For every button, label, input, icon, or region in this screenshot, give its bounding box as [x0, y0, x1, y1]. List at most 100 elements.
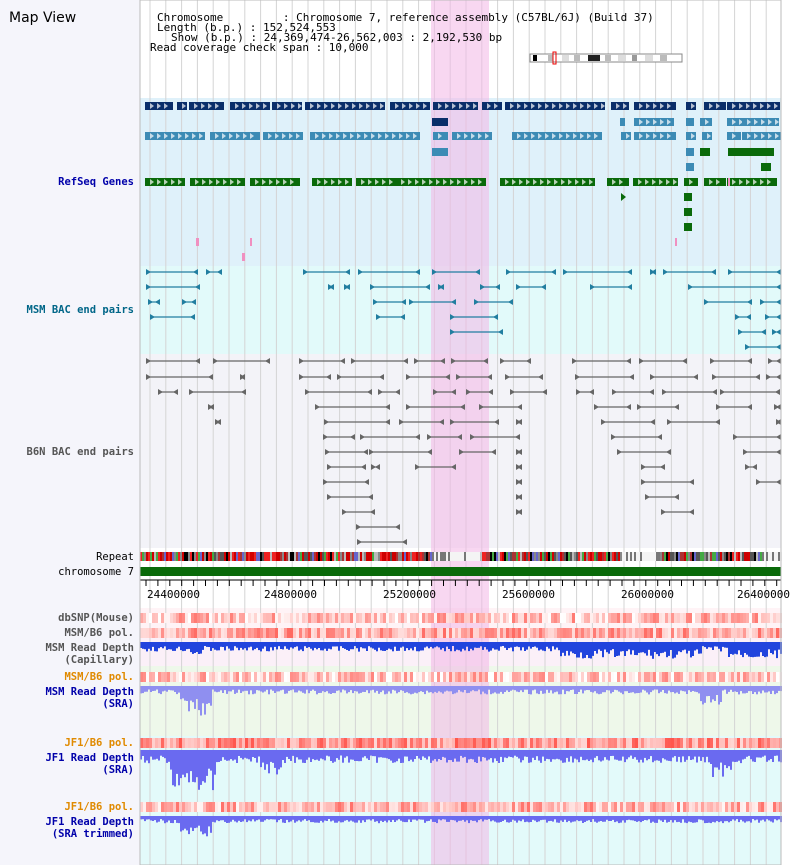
jf1-sra-depth-bar: [698, 750, 700, 757]
jf1-trim-depth-bar: [498, 816, 500, 823]
msm-pol-cell: [602, 672, 605, 682]
track-label-jf1-b6-pol-1[interactable]: JF1/B6 pol.: [64, 737, 134, 749]
dbsnp-cell: [713, 613, 716, 623]
jf1-pol-cell: [557, 738, 560, 748]
b6n-bac-pair-end: [363, 449, 368, 455]
jf1-pol-cell: [443, 802, 446, 812]
msm-pol-cell: [659, 672, 662, 682]
gene-arrow: [422, 179, 426, 185]
track-label-msm-bac[interactable]: MSM BAC end pairs: [26, 304, 134, 316]
track-label-msm-b6-pol-1[interactable]: MSM/B6 pol.: [64, 627, 134, 639]
msm-cap-depth-bar: [342, 642, 344, 648]
track-label-msm-depth-sra[interactable]: MSM Read Depth (SRA): [45, 686, 134, 710]
jf1-trim-depth-bar: [364, 816, 366, 823]
msm-sra-depth-bar: [228, 686, 230, 692]
repeat-segment: [500, 552, 502, 561]
jf1-sra-depth-bar: [184, 750, 186, 778]
repeat-segment: [274, 552, 276, 561]
b6n-bac-pair-end: [327, 494, 332, 500]
track-label-msm-depth-capillary[interactable]: MSM Read Depth (Capillary): [45, 642, 134, 666]
msm-pol-cell: [308, 672, 311, 682]
msm-sra-depth-bar: [338, 686, 340, 691]
jf1-pol-cell: [419, 738, 422, 748]
msm-pol-cell: [200, 628, 203, 638]
repeat-segment: [512, 552, 514, 561]
dbsnp-cell: [287, 613, 290, 623]
msm-cap-depth-bar: [724, 642, 726, 648]
b6n-bac-pair-end: [378, 389, 383, 395]
msm-sra-depth-bar: [646, 686, 648, 693]
msm-pol-cell: [755, 672, 758, 682]
jf1-pol-cell: [338, 802, 341, 812]
msm-cap-depth-bar: [550, 642, 552, 652]
gene-arrow: [242, 103, 246, 109]
jf1-sra-depth-bar: [198, 750, 200, 790]
jf1-sra-depth-bar: [644, 750, 646, 758]
track-label-b6n-bac[interactable]: B6N BAC end pairs: [26, 446, 134, 458]
jf1-pol-cell: [581, 738, 584, 748]
jf1-pol-cell: [548, 738, 551, 748]
jf1-sra-depth-bar: [728, 750, 730, 767]
jf1-trim-depth-bar: [248, 816, 250, 821]
msm-sra-depth-bar: [700, 686, 702, 702]
jf1-pol-cell: [683, 738, 686, 748]
jf1-trim-depth-bar: [206, 816, 208, 837]
repeat-segment: [678, 552, 680, 561]
jf1-pol-cell: [251, 802, 254, 812]
jf1-sra-depth-bar: [220, 750, 222, 761]
b6n-bac-pair-end: [660, 464, 665, 470]
msm-pol-cell: [665, 672, 668, 682]
msm-pol-cell: [452, 672, 455, 682]
track-label-jf1-depth-sra[interactable]: JF1 Read Depth (SRA): [45, 752, 134, 776]
repeat-segment: [262, 552, 264, 561]
gene-arrow: [732, 103, 736, 109]
msm-sra-depth-bar: [170, 686, 172, 691]
track-label-dbsnp[interactable]: dbSNP(Mouse): [58, 612, 134, 624]
jf1-trim-depth-bar: [194, 816, 196, 829]
msm-sra-depth-bar: [490, 686, 492, 695]
gene-arrow: [343, 133, 347, 139]
msm-pol-cell: [254, 672, 257, 682]
dbsnp-cell: [371, 613, 374, 623]
msm-cap-depth-bar: [180, 642, 182, 651]
msm-pol-cell: [422, 672, 425, 682]
track-label-msm-b6-pol-2[interactable]: MSM/B6 pol.: [64, 671, 134, 683]
gene-arrow: [283, 179, 287, 185]
msm-cap-depth-bar: [774, 642, 776, 651]
jf1-pol-cell: [176, 738, 179, 748]
jf1-sra-depth-bar: [158, 750, 160, 761]
gene-green: [607, 178, 629, 186]
jf1-pol-cell: [734, 802, 737, 812]
jf1-pol-cell: [302, 738, 305, 748]
msm-sra-depth-bar: [460, 686, 462, 692]
track-label-jf1-b6-pol-2[interactable]: JF1/B6 pol.: [64, 801, 134, 813]
jf1-pol-cell: [635, 738, 638, 748]
repeat-segment: [280, 552, 282, 561]
msm-cap-depth-bar: [226, 642, 228, 647]
gene-mid: [686, 118, 694, 126]
jf1-sra-depth-bar: [584, 750, 586, 761]
repeat-segment: [778, 552, 780, 561]
msm-sra-depth-bar: [682, 686, 684, 692]
track-label-refseq-genes[interactable]: RefSeq Genes: [58, 176, 134, 188]
repeat-segment: [770, 552, 772, 561]
jf1-trim-depth-bar: [258, 816, 260, 820]
jf1-sra-depth-bar: [500, 750, 502, 757]
repeat-segment: [658, 552, 660, 561]
msm-pol-cell: [620, 628, 623, 638]
msm-pol-cell: [755, 628, 758, 638]
jf1-trim-depth-bar: [556, 816, 558, 823]
track-label-jf1-depth-trimmed[interactable]: JF1 Read Depth (SRA trimmed): [45, 816, 134, 840]
b6n-bac-pair-end: [637, 404, 642, 410]
repeat-segment: [324, 552, 326, 561]
repeat-segment: [460, 552, 462, 561]
repeat-segment: [494, 552, 496, 561]
track-label-repeat[interactable]: Repeat: [96, 551, 134, 563]
repeat-segment: [726, 552, 728, 561]
msm-sra-depth-bar: [292, 686, 294, 690]
gene-pink: [728, 178, 730, 186]
jf1-trim-depth-bar: [502, 816, 504, 821]
jf1-pol-cell: [578, 802, 581, 812]
msm-pol-cell: [548, 628, 551, 638]
repeat-segment: [772, 552, 774, 561]
